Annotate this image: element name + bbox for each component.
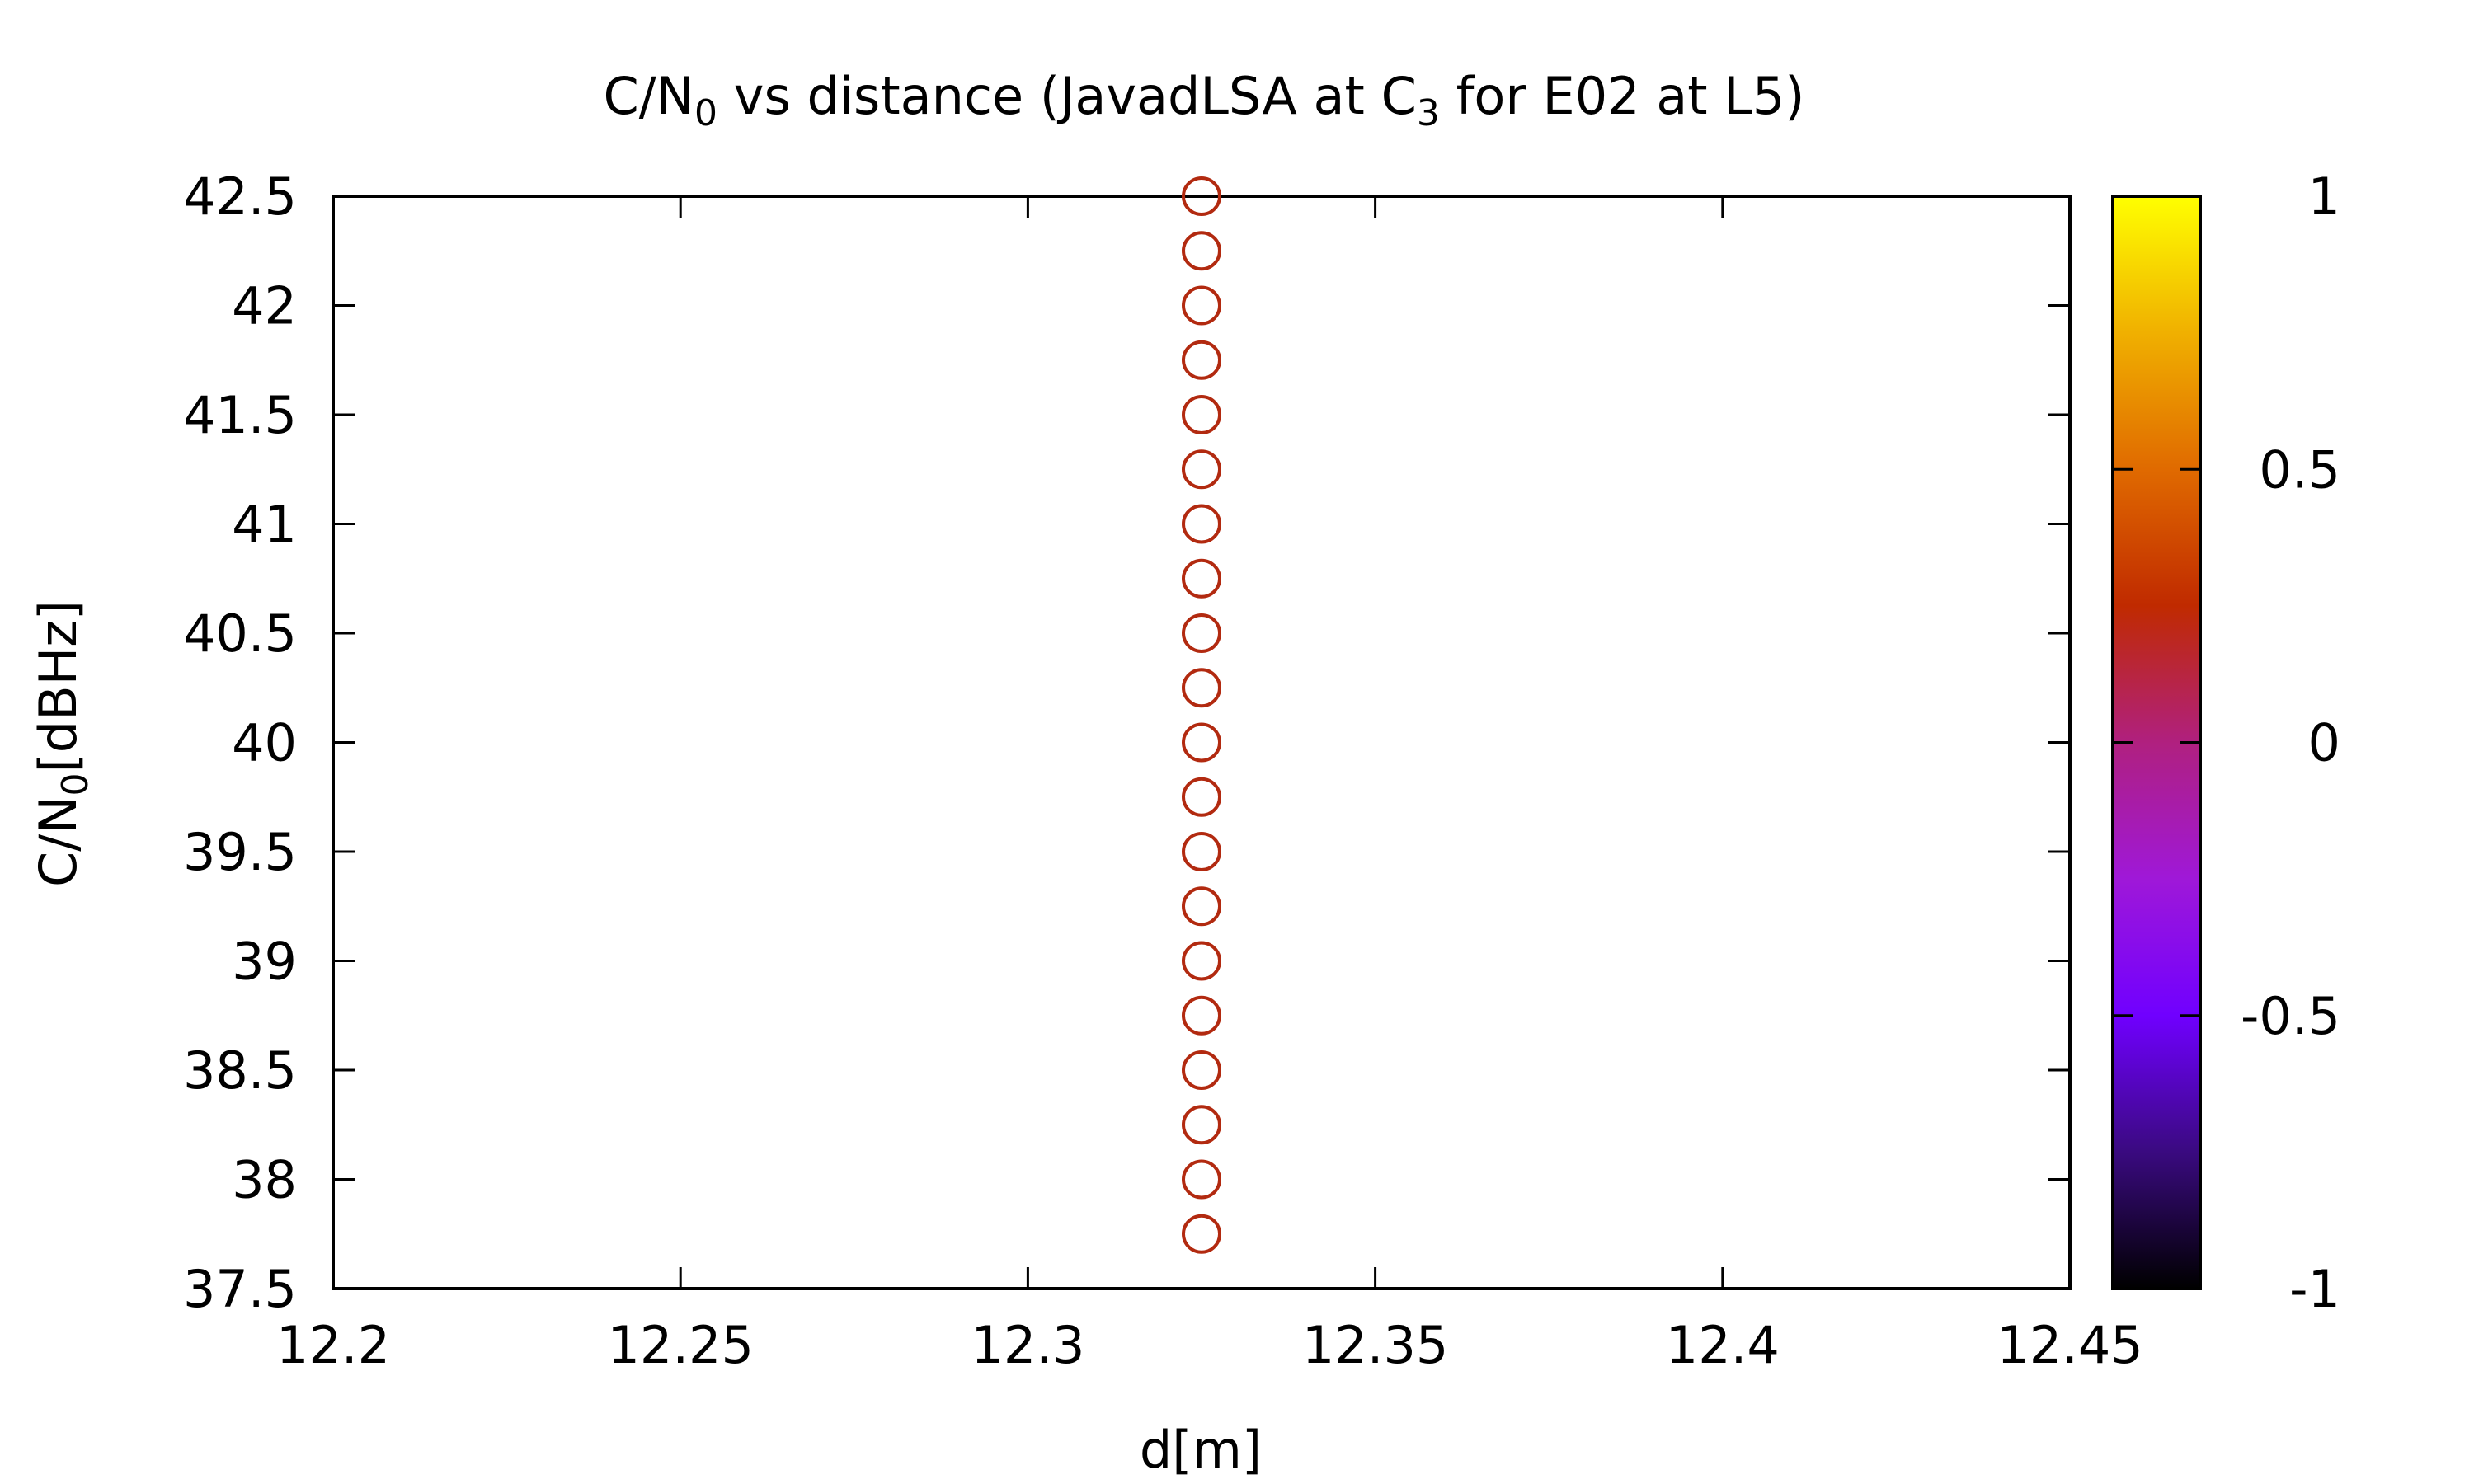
colorbar-tick-label: 1: [2308, 167, 2340, 227]
y-tick-label: 37.5: [183, 1259, 297, 1319]
data-point: [1182, 941, 1221, 981]
y-tick-labels: 37.5 38 38.5 39 39.5 40 40.5 41 41.5 42 42.5: [183, 167, 297, 1319]
data-point: [1182, 777, 1221, 817]
y-tick-label: 41: [232, 495, 297, 555]
data-point: [1182, 613, 1221, 653]
data-point: [1182, 449, 1221, 490]
x-tick-label: 12.3: [971, 1315, 1084, 1375]
y-tick-label: 38.5: [183, 1040, 297, 1101]
data-point: [1182, 1214, 1221, 1254]
x-tick-label: 12.25: [607, 1315, 754, 1375]
data-point: [1182, 504, 1221, 544]
x-tick-label: 12.35: [1302, 1315, 1449, 1375]
data-point: [1182, 285, 1221, 326]
colorbar-tick-label: 0.5: [2259, 439, 2340, 500]
data-point: [1182, 1159, 1221, 1200]
colorbar-tick-label: -0.5: [2241, 986, 2340, 1046]
y-tick-label: 41.5: [183, 385, 297, 445]
y-axis-label: C/N0[dBHz]: [28, 600, 96, 887]
y-tick-label: 40: [232, 713, 297, 773]
y-tick-label: 42: [232, 276, 297, 336]
y-tick-label: 39.5: [183, 822, 297, 882]
axis-ticks: [332, 195, 2072, 1290]
data-point: [1182, 722, 1221, 763]
data-point: [1182, 832, 1221, 871]
data-point: [1182, 395, 1221, 434]
scatter-points: [1182, 176, 1221, 1254]
data-point: [1182, 1050, 1221, 1090]
colorbar-tick-label: -1: [2289, 1259, 2340, 1319]
y-tick-label: 42.5: [183, 167, 297, 227]
data-point: [1182, 340, 1221, 380]
data-point: [1182, 995, 1221, 1036]
data-point: [1182, 231, 1221, 271]
data-point: [1182, 558, 1221, 599]
y-tick-label: 39: [232, 932, 297, 992]
colorbar-labels: -1 -0.5 0 0.5 1: [2241, 167, 2340, 1319]
data-point: [1182, 1105, 1221, 1145]
x-axis-label: d[m]: [1140, 1420, 1262, 1480]
x-tick-labels: 12.2 12.25 12.3 12.35 12.4 12.45: [276, 1315, 2143, 1375]
data-point: [1182, 668, 1221, 708]
x-tick-label: 12.4: [1666, 1315, 1780, 1375]
y-tick-label: 40.5: [183, 603, 297, 664]
x-tick-label: 12.2: [276, 1315, 390, 1375]
colorbar-ticks: [2113, 195, 2200, 1290]
chart-title: C/N0 vs distance (JavadLSA at C3 for E02…: [603, 66, 1804, 134]
y-tick-label: 38: [232, 1150, 297, 1210]
data-point: [1182, 176, 1221, 216]
x-tick-label: 12.45: [1997, 1315, 2143, 1375]
plot-frame: [332, 195, 2072, 1290]
colorbar-tick-label: 0: [2308, 713, 2340, 773]
data-point: [1182, 886, 1221, 927]
